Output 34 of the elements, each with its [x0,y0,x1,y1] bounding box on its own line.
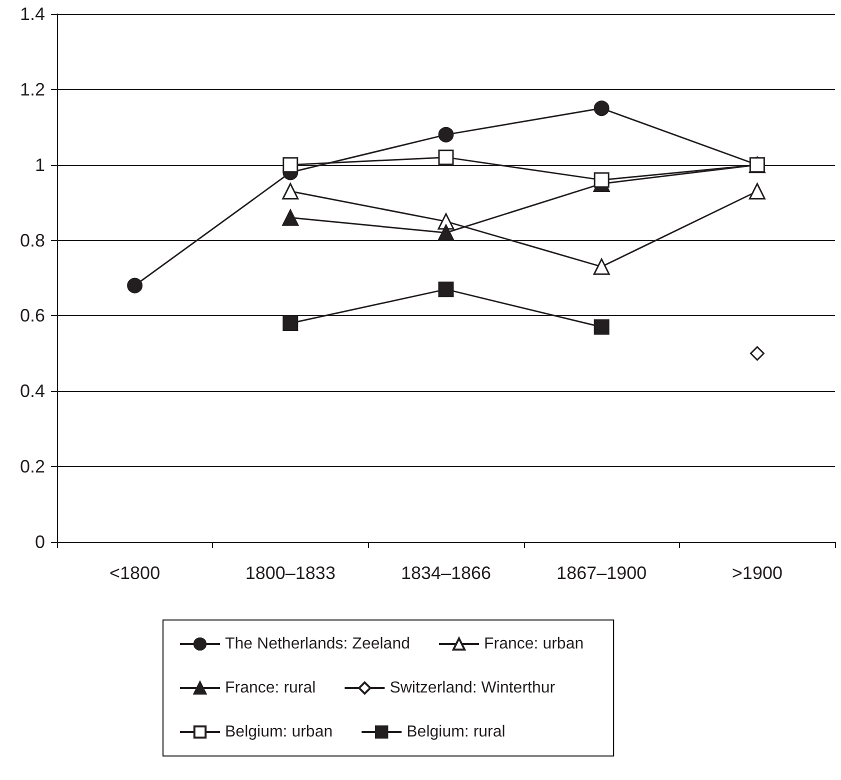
y-tick-label: 0 [34,532,45,552]
point [594,172,610,188]
point [438,150,454,166]
y-tick-label: 0.6 [20,306,45,326]
point [594,319,610,335]
point [127,278,143,294]
y-tick-label: 0.8 [20,230,45,250]
point [593,258,610,275]
x-tick-label: 1800–1833 [245,563,336,583]
point [594,100,610,116]
y-tick-label: 0.2 [20,456,45,477]
x-tick-label: <1800 [110,563,160,583]
x-tick-label: >1900 [732,563,782,583]
point [282,316,298,332]
point [438,126,454,142]
legend-label: Belgium: urban [225,724,333,740]
legend-label: Belgium: rural [406,724,506,740]
legend-label: The Netherlands: Zeeland [225,636,410,652]
point [750,346,764,361]
point [438,282,454,298]
point [282,209,299,226]
y-tick-label: 1.2 [20,79,45,100]
point [282,183,299,200]
y-tick-label: 0.4 [20,381,45,402]
point [282,157,298,173]
x-tick-label: 1834–1866 [400,563,492,583]
legend-label: France: urban [484,636,584,652]
legend-label: France: rural [225,680,316,696]
point [748,183,766,200]
y-tick-label: 1 [34,154,45,175]
y-tick-label: 1.4 [20,4,45,24]
x-tick-label: 1867–1900 [556,563,647,583]
point [438,224,454,241]
legend-label: Switzerland: Winterthur [390,680,556,696]
